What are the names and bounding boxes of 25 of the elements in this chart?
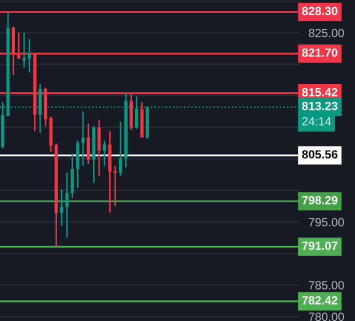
ref-line-label: 815.42 [302, 88, 338, 96]
y-tick-label: 795.00 [308, 218, 344, 226]
candlestick [81, 110, 85, 167]
ref-line-label: 798.29 [302, 196, 338, 204]
candlestick [114, 165, 117, 207]
y-tick-label: 780.00 [308, 312, 344, 321]
text: 24:14 [302, 117, 331, 126]
candlestick [70, 153, 74, 199]
ref-line-label: 805.56 [302, 150, 338, 159]
y-tick-label: 785.00 [308, 281, 344, 290]
y-tick-label: 825.00 [308, 28, 344, 38]
candlestick [22, 32, 26, 69]
ref-line-label: 791.07 [302, 242, 338, 250]
candlestick [65, 172, 69, 238]
candlestick [49, 116, 52, 153]
candlestick [92, 125, 96, 184]
candlestick [86, 122, 90, 165]
ref-line-label: 821.70 [302, 48, 338, 57]
candlestick [28, 38, 32, 74]
candlestick [97, 119, 101, 177]
candlestick [108, 130, 112, 214]
ref-line-label: 813.23 [302, 102, 338, 110]
candlestick [76, 140, 80, 189]
ref-line-label: 782.42 [302, 296, 338, 304]
ref-line-label: 828.30 [302, 6, 338, 16]
